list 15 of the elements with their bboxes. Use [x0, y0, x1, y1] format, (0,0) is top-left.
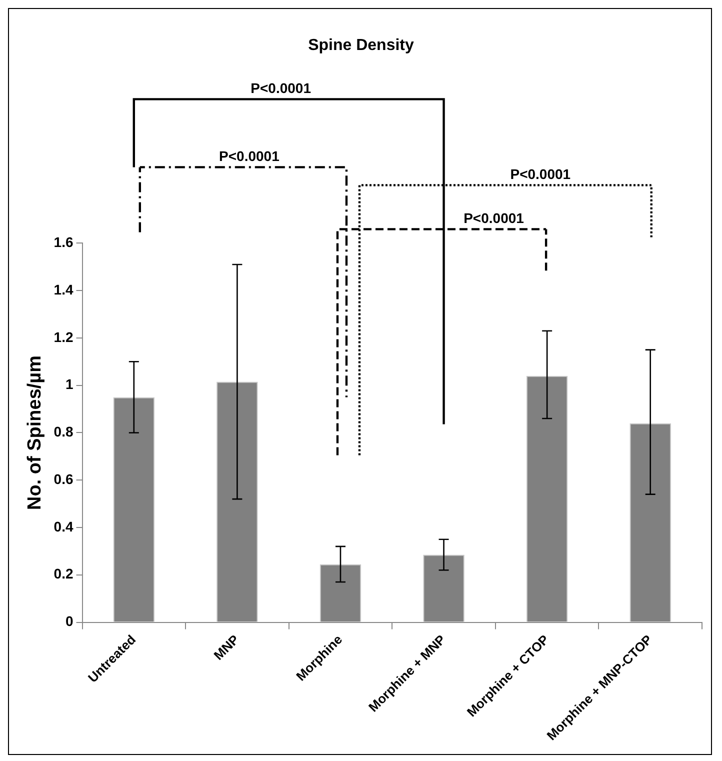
y-tick-label: 0	[65, 613, 74, 630]
y-tick-label: 1.6	[54, 234, 74, 250]
text: P<0.0001	[219, 148, 280, 164]
y-tick-label: 0.2	[54, 566, 74, 582]
text: P<0.0001	[250, 80, 311, 96]
y-tick-label: 1.4	[54, 281, 74, 298]
y-tick-label: 0.6	[54, 470, 74, 487]
text: P<0.0001	[510, 166, 571, 182]
y-tick-label: 1	[65, 376, 74, 392]
y-tick-label: 0.8	[54, 424, 74, 440]
text: P<0.0001	[464, 210, 524, 226]
y-axis-title: No. of Spines/µm	[24, 355, 46, 510]
y-tick-label: 1.2	[54, 328, 74, 345]
y-tick-label: 0.4	[54, 518, 74, 534]
chart-title: Spine Density	[308, 37, 414, 54]
